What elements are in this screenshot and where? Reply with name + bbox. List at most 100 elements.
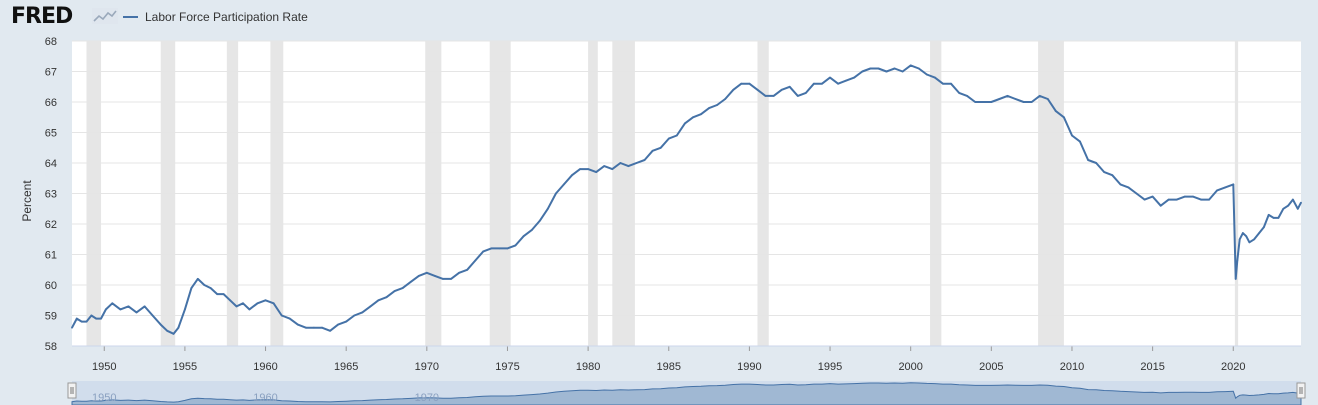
data-point (635, 162, 638, 164)
x-tick-label: 1990 (737, 361, 761, 373)
plot-area[interactable] (71, 40, 1302, 347)
data-point (272, 302, 275, 305)
data-point (1038, 95, 1041, 97)
data-point (563, 183, 565, 186)
data-point (71, 326, 73, 329)
data-point (950, 82, 952, 85)
data-point (1236, 259, 1239, 262)
data-point (280, 314, 283, 317)
data-point (172, 332, 175, 335)
data-point (90, 314, 93, 317)
data-point (450, 278, 452, 280)
data-point (917, 67, 920, 70)
data-point (764, 95, 767, 97)
navigator[interactable]: 1950 1960 1970 (67, 381, 1306, 405)
y-tick-label: 63 (45, 189, 57, 201)
data-point (1282, 207, 1285, 210)
drag-handle-box[interactable] (67, 382, 77, 399)
y-axis-title: Percent (20, 180, 34, 222)
data-point (229, 299, 232, 302)
data-point (1143, 198, 1146, 201)
x-tick-label: 2010 (1060, 361, 1084, 373)
data-point (974, 101, 977, 103)
data-point (724, 98, 727, 100)
data-point (611, 168, 614, 171)
y-tick-label: 60 (45, 280, 57, 292)
y-tick-label: 59 (45, 311, 57, 323)
data-point (85, 320, 88, 323)
data-point (780, 88, 783, 91)
x-tick-label: 2020 (1221, 361, 1245, 373)
data-point (740, 82, 743, 85)
data-point (901, 70, 904, 73)
data-point (337, 323, 339, 326)
x-tick-label: 1985 (657, 361, 681, 373)
data-point (627, 165, 630, 168)
data-point (75, 317, 78, 320)
data-point (772, 95, 775, 97)
y-tick-label: 61 (45, 250, 57, 262)
data-point (385, 296, 388, 299)
data-point (111, 302, 114, 305)
data-point (417, 275, 420, 277)
data-point (716, 104, 718, 106)
data-point (1296, 207, 1299, 210)
data-point (1234, 278, 1237, 280)
data-point (203, 284, 206, 286)
data-point (1006, 95, 1009, 97)
series-line[interactable] (71, 64, 1302, 335)
data-point (1159, 204, 1162, 207)
data-point (1267, 214, 1270, 216)
data-point (837, 82, 839, 85)
data-point (1238, 238, 1241, 241)
data-point (1258, 232, 1260, 235)
data-point (345, 320, 348, 323)
data-point (925, 73, 928, 76)
data-point (603, 165, 606, 168)
data-point (845, 79, 848, 82)
data-point (756, 88, 759, 91)
data-point (659, 146, 662, 149)
data-point (1292, 198, 1294, 201)
data-point (1079, 140, 1081, 143)
x-tick-label: 1950 (92, 361, 116, 373)
navigator-selected-range[interactable] (72, 381, 1301, 405)
data-point (288, 317, 291, 320)
data-point (1014, 98, 1017, 100)
data-point (401, 287, 404, 289)
data-point (1071, 134, 1073, 137)
data-point (684, 122, 686, 125)
data-point (222, 293, 225, 295)
data-point (305, 326, 307, 329)
y-tick-label: 67 (45, 67, 57, 79)
data-point (909, 64, 912, 67)
data-point (313, 326, 315, 329)
data-point (321, 326, 323, 329)
legend-line-swatch (123, 16, 138, 18)
data-point (651, 149, 654, 152)
data-point (587, 168, 589, 171)
fred-logo[interactable]: FRED (11, 4, 73, 29)
data-point (190, 287, 193, 289)
data-point (95, 317, 98, 320)
data-point (1248, 241, 1251, 244)
data-point (196, 278, 199, 280)
drag-handle-box[interactable] (1296, 382, 1306, 399)
data-point (377, 299, 380, 302)
data-point (1263, 226, 1265, 229)
data-point (538, 220, 541, 222)
data-point (166, 329, 169, 332)
data-point (1046, 98, 1049, 100)
data-point (296, 323, 299, 326)
data-point (619, 162, 622, 164)
data-point (159, 323, 162, 326)
left-drag-handle-icon[interactable] (67, 382, 77, 399)
data-point (216, 293, 219, 295)
right-drag-handle-icon[interactable] (1296, 382, 1306, 399)
y-tick-label: 62 (45, 219, 57, 231)
y-tick-label: 68 (45, 36, 57, 48)
data-point (177, 326, 180, 329)
x-tick-label: 1980 (576, 361, 600, 373)
navigator-tick-label: 1970 (415, 392, 439, 404)
